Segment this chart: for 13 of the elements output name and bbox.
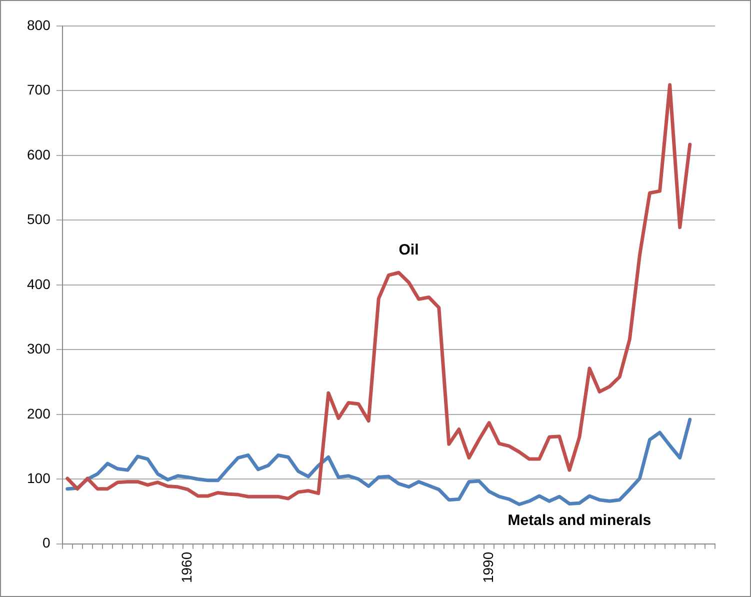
- y-tick-label: 0: [42, 534, 51, 551]
- y-tick-label: 400: [27, 276, 51, 292]
- y-tick-label: 200: [27, 405, 51, 422]
- series-label: Oil: [398, 241, 419, 258]
- y-tick-label: 300: [27, 340, 51, 357]
- y-tick-label: 500: [27, 211, 51, 228]
- x-tick-label: 1990: [480, 552, 496, 584]
- y-tick-label: 800: [27, 16, 51, 33]
- y-tick-label: 100: [27, 470, 51, 486]
- x-tick-label: 1960: [178, 552, 195, 584]
- y-tick-label: 700: [27, 82, 51, 98]
- y-tick-label: 600: [27, 146, 51, 162]
- series-label: Metals and minerals: [508, 512, 652, 530]
